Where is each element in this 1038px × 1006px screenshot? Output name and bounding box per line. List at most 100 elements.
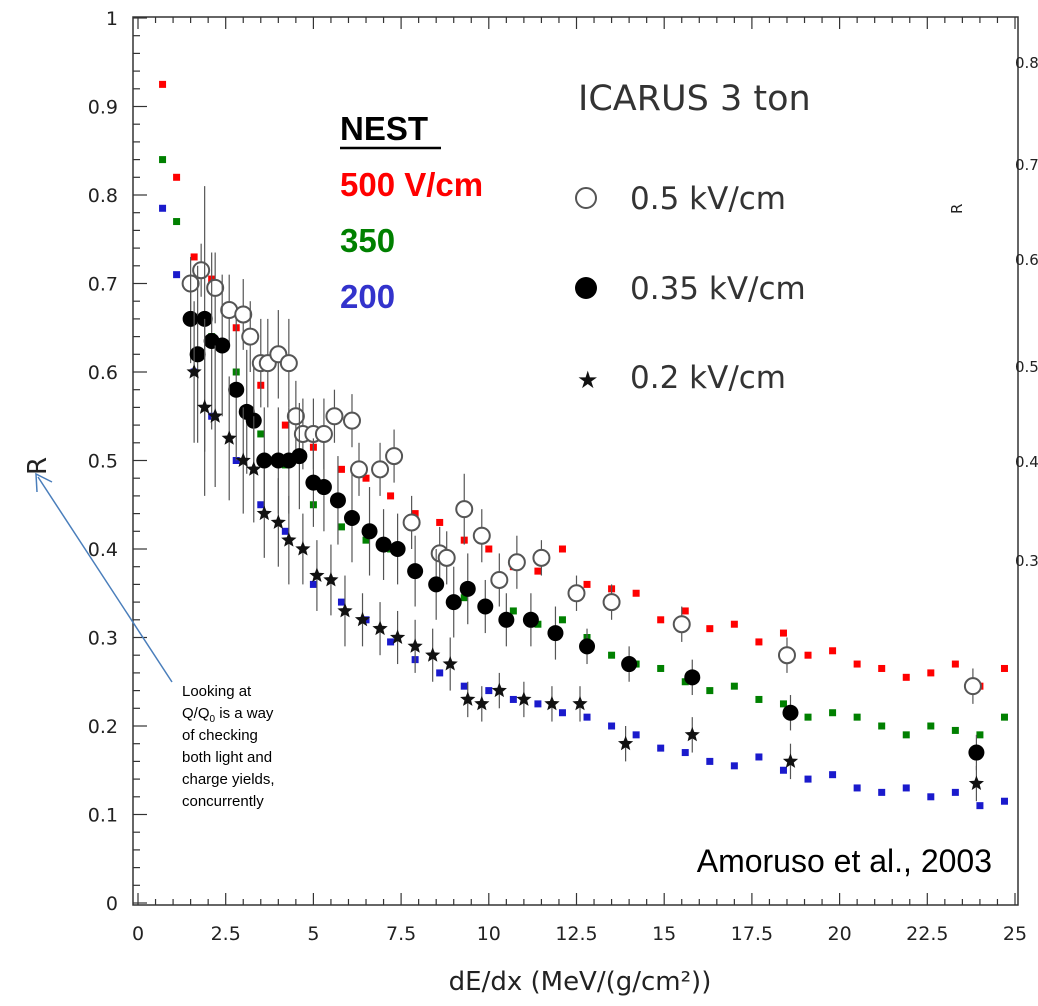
- data-point: [270, 514, 286, 529]
- note-line-3: both light and: [182, 749, 272, 766]
- data-point: [902, 673, 910, 681]
- data-point: [325, 407, 344, 426]
- data-point: [684, 726, 700, 742]
- data-point: [337, 523, 345, 531]
- data-point: [459, 580, 476, 597]
- data-point: [295, 541, 311, 556]
- data-point: [509, 695, 517, 703]
- data-point: [804, 713, 812, 721]
- data-point: [618, 735, 634, 751]
- note-line-5: concurrently: [182, 793, 264, 810]
- data-point: [684, 669, 701, 686]
- legend-entry-1: 0.35 kV/cm: [630, 271, 806, 307]
- data-point: [853, 660, 861, 668]
- x-tick-label: 5: [307, 923, 319, 945]
- data-point: [782, 704, 799, 721]
- right-panel-fragment: 0.4: [1015, 453, 1038, 471]
- y-tick-label: 0: [106, 893, 118, 915]
- data-point: [491, 682, 507, 698]
- data-point: [402, 513, 421, 532]
- legend-marker-filled-circle: [575, 277, 597, 299]
- data-point: [602, 593, 621, 612]
- data-point: [337, 603, 353, 618]
- y-tick-label: 0.6: [88, 362, 118, 384]
- data-point: [375, 536, 392, 553]
- data-point: [927, 722, 935, 730]
- arrow-head-icon: [35, 472, 53, 493]
- y-tick-label: 0.8: [88, 185, 118, 207]
- data-point: [214, 337, 231, 354]
- data-point: [804, 651, 812, 659]
- x-axis-title: dE/dx (MeV/(g/cm²)): [449, 967, 712, 997]
- nest-entry-500: 500 V/cm: [340, 166, 483, 203]
- right-panel-fragment: R: [948, 204, 966, 214]
- data-point: [927, 793, 935, 801]
- note-line-2: of checking: [182, 727, 258, 744]
- x-tick-label: 15: [652, 923, 676, 945]
- data-point: [460, 682, 468, 690]
- x-tick-label: 22.5: [906, 923, 948, 945]
- data-point: [878, 722, 886, 730]
- data-point: [309, 567, 325, 582]
- data-point: [498, 611, 515, 628]
- note-line-1-rest: is a way: [219, 705, 274, 722]
- data-point: [777, 646, 796, 665]
- series-0-2-kv-cm: [186, 301, 984, 802]
- data-point: [902, 784, 910, 792]
- data-point: [567, 584, 586, 603]
- data-point: [878, 788, 886, 796]
- data-point: [976, 802, 984, 810]
- data-point: [343, 510, 360, 527]
- legend-entry-0: 0.5 kV/cm: [630, 181, 786, 217]
- data-point: [902, 731, 910, 739]
- data-point: [257, 501, 265, 509]
- data-point: [173, 218, 181, 226]
- data-point: [442, 656, 458, 671]
- data-point: [951, 660, 959, 668]
- data-point: [173, 271, 181, 279]
- data-point: [782, 753, 799, 768]
- right-panel-fragment: 0.7: [1015, 156, 1038, 174]
- y-tick-label: 0.9: [88, 97, 118, 119]
- data-point: [544, 695, 560, 711]
- data-point: [853, 784, 861, 792]
- data-point: [968, 744, 985, 761]
- data-point: [516, 691, 532, 706]
- data-point: [428, 576, 445, 593]
- citation: Amoruso et al., 2003: [697, 843, 992, 879]
- data-point: [632, 731, 640, 739]
- data-point: [755, 638, 763, 646]
- data-point: [256, 505, 272, 521]
- data-point: [206, 278, 225, 297]
- nest-title: NEST: [340, 110, 428, 147]
- y-axis-title: R: [23, 457, 53, 475]
- data-point: [207, 408, 223, 423]
- data-point: [583, 580, 591, 588]
- data-point: [968, 775, 984, 790]
- data-point: [951, 726, 959, 734]
- right-panel-fragment: 0.5: [1015, 358, 1038, 376]
- data-point: [445, 594, 462, 611]
- data-point: [234, 305, 253, 324]
- data-point: [779, 766, 787, 774]
- data-point: [522, 611, 539, 628]
- data-point: [477, 598, 494, 615]
- y-tick-label: 0.3: [88, 628, 118, 650]
- data-point: [228, 381, 245, 398]
- data-point: [407, 563, 424, 580]
- data-point: [315, 479, 332, 496]
- data-point: [706, 757, 714, 765]
- data-point: [281, 421, 289, 429]
- data-point: [621, 656, 638, 673]
- data-point: [192, 261, 211, 280]
- data-point: [387, 638, 395, 646]
- data-point: [755, 753, 763, 761]
- data-point: [672, 615, 691, 634]
- data-point: [173, 173, 181, 181]
- data-point: [583, 713, 591, 721]
- series-0-35-kv-cm: [182, 186, 985, 771]
- data-point: [425, 647, 441, 662]
- data-point: [829, 709, 837, 717]
- data-point: [657, 616, 665, 624]
